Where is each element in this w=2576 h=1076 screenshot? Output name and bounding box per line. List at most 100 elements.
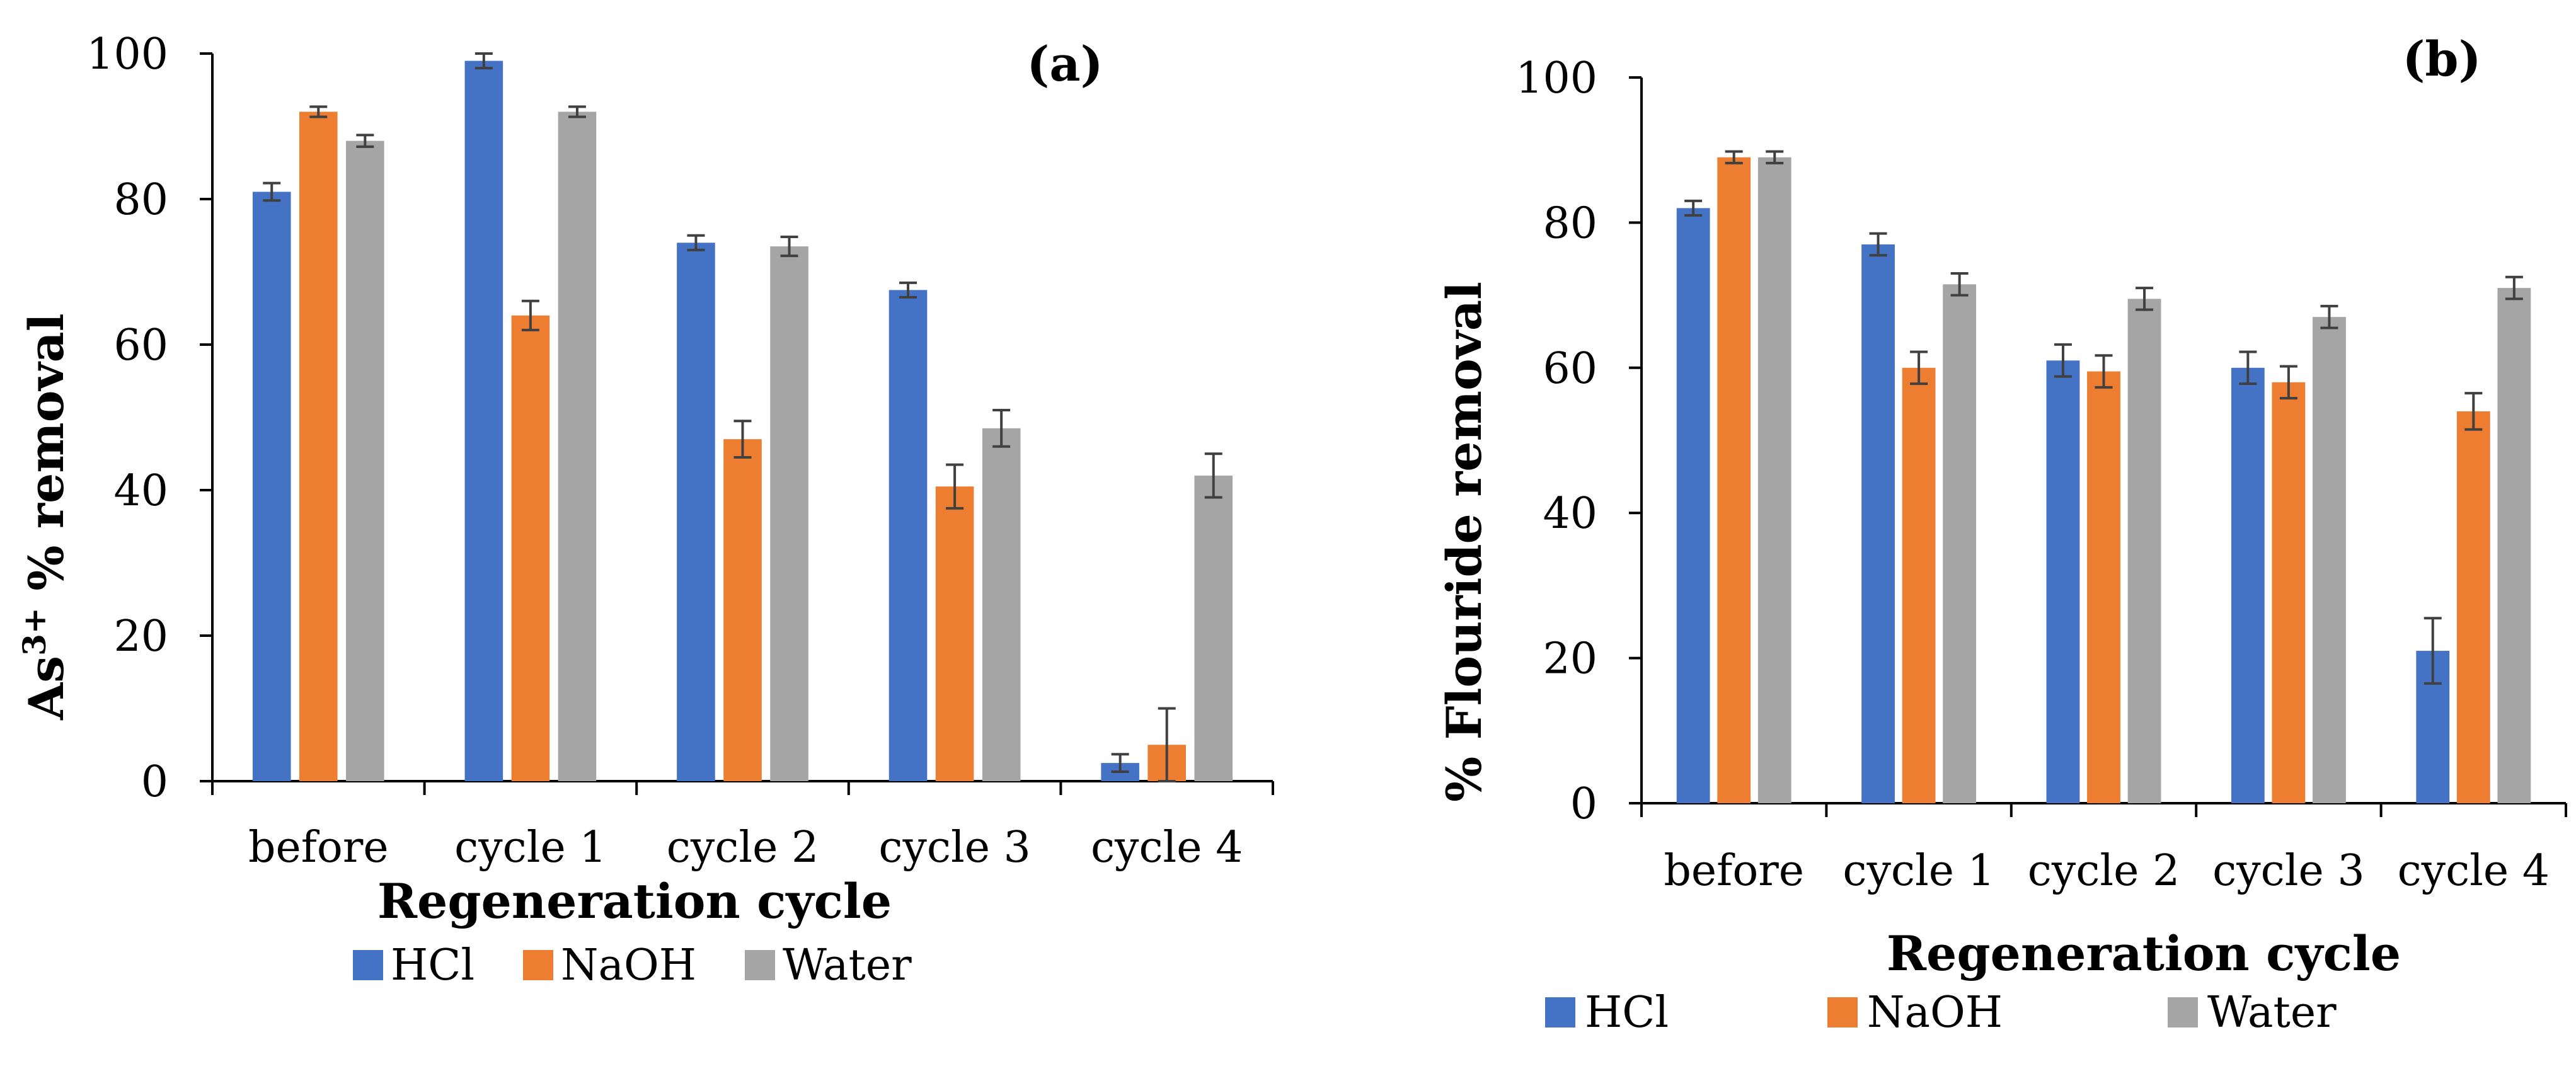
error-bar [2464,392,2483,431]
error-bar [1684,199,1703,217]
error-bar [1725,150,1743,164]
x-tick-label: cycle 4 [2398,846,2550,896]
bar-hcl [2046,360,2080,803]
x-axis-title-a: Regeneration cycle [377,873,892,929]
x-axis-title-b: Regeneration cycle [1887,925,2401,982]
error-bar [733,420,752,459]
bar-naoh [723,439,762,781]
plot-area-a: 0 20 40 60 80 100 before cycle 1 cycle 2 cycle 3 c… [86,30,1274,873]
legend-label-naoh: NaOH [1867,988,2003,1038]
x-tick-label: cycle 3 [878,823,1030,873]
legend-label-water: Water [2207,988,2337,1038]
bar-hcl [888,290,928,781]
y-tick-label: 40 [1543,489,1597,539]
plot-area-b: 0 20 40 60 80 100 before cycle 1 cycle 2 cycle 3 c… [1515,54,2567,896]
error-bar [2054,343,2072,378]
legend-swatch-water [745,950,775,980]
bar-hcl [2231,367,2265,803]
error-bar [2424,617,2442,685]
bar-naoh [1902,367,1936,803]
error-bar [899,281,917,299]
legend-label-water: Water [783,941,912,990]
bar-water [1194,475,1233,781]
error-bar [2095,354,2113,389]
bar-water [1943,284,1977,803]
legend-label-naoh: NaOH [561,941,696,990]
error-bar [309,105,328,118]
y-tick-label: 80 [1543,198,1597,248]
error-bar [2136,287,2154,311]
y-tick-label: 80 [113,175,168,225]
error-bar [1910,350,1928,386]
y-tick-label: 100 [86,30,168,79]
error-bar [1766,150,1784,164]
y-axis-title-a: As3+ % removal [16,313,74,720]
legend-swatch-hcl [353,950,383,980]
panel-label-a: (a) [1026,36,1103,92]
bar-naoh [2272,382,2306,803]
bar-hcl [1676,208,1710,803]
y-axis-title-b: % Flouride removal [1436,282,1492,802]
bar-water [770,246,808,781]
bar-hcl [464,60,503,781]
bar-water [2313,317,2346,803]
bar-water [1757,157,1791,804]
legend-swatch-water [2168,997,2198,1027]
x-tick-label: before [248,823,389,873]
error-bar [2505,275,2523,300]
x-tick-label: before [1664,846,1804,896]
error-bar [780,236,798,258]
legend-a: HCl NaOH Water [353,941,912,990]
bar-naoh [1717,157,1751,804]
error-bar [356,134,374,148]
error-bar [1869,232,1887,257]
y-tick-label: 20 [113,612,168,661]
y-tick-label: 40 [113,466,168,516]
x-tick-label: cycle 1 [454,823,606,873]
legend-label-hcl: HCl [1585,988,1669,1038]
x-tick-label: cycle 1 [1843,846,1994,896]
error-bar [992,408,1011,448]
chart-b: (b) % Flouride removal Regeneration cycl… [1436,31,2567,1038]
bar-hcl [1861,244,1895,804]
bar-hcl [677,243,715,781]
error-bar [2279,365,2297,400]
error-bar [568,105,586,118]
bar-naoh [2456,411,2490,803]
x-tick-label: cycle 4 [1091,823,1243,873]
bar-naoh [2087,371,2120,803]
x-tick-label: cycle 3 [2212,846,2364,896]
legend-label-hcl: HCl [391,941,474,990]
x-tick-label: cycle 2 [667,823,819,873]
bar-water [346,140,384,782]
panel-label-b: (b) [2402,31,2481,87]
x-tick-label: cycle 2 [2028,846,2180,896]
y-tick-label: 60 [113,321,168,370]
bar-hcl [252,192,291,781]
error-bar [521,299,539,331]
error-bar [1158,707,1176,782]
legend-b: HCl NaOH Water [1545,988,2337,1038]
y-tick-label: 0 [1570,779,1597,829]
bar-water [558,112,597,781]
bar-naoh [299,112,338,781]
bar-naoh [511,315,550,781]
error-bar [1950,272,1969,297]
bar-water [982,428,1021,781]
error-bar [2239,350,2257,386]
error-bar [1204,452,1222,499]
error-bar [946,463,964,510]
legend-swatch-naoh [523,950,553,980]
chart-a: (a) As3+ % removal Regeneration cycle 0 2… [16,30,1274,990]
legend-swatch-hcl [1545,997,1575,1027]
legend-swatch-naoh [1827,997,1858,1027]
y-tick-label: 100 [1515,54,1597,103]
y-tick-label: 20 [1543,634,1597,684]
error-bar [263,181,281,202]
bar-naoh [935,486,974,781]
y-tick-label: 0 [141,757,168,807]
error-bar [1111,753,1129,773]
error-bar [687,234,705,251]
error-bar [2320,304,2338,329]
